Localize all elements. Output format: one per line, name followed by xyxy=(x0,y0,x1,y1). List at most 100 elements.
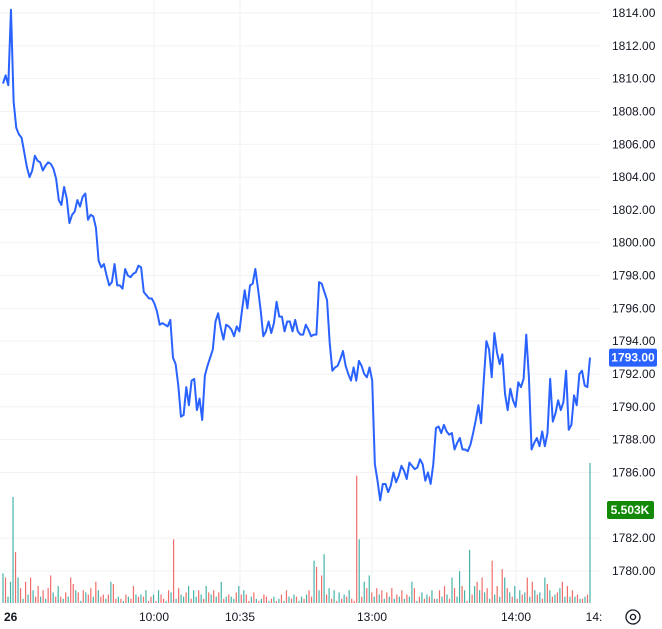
volume-bar xyxy=(494,594,496,603)
volume-bar xyxy=(496,586,498,603)
y-tick-label: 1798.00 xyxy=(612,269,656,283)
volume-bar xyxy=(14,552,17,603)
volume-bar xyxy=(263,594,265,603)
volume-bar xyxy=(2,573,4,603)
volume-bar xyxy=(353,600,355,603)
y-tick-label: 1786.00 xyxy=(612,465,656,479)
volume-bar xyxy=(142,596,145,603)
x-tick-label: 13:00 xyxy=(357,610,387,624)
time-axis[interactable]: 26 10:00 10:35 13:00 14:00 14: xyxy=(4,610,602,624)
volume-bar xyxy=(529,596,531,603)
volume-bar xyxy=(366,588,368,603)
volume-bar xyxy=(446,594,448,603)
volume-bar xyxy=(19,588,22,603)
volume-bar xyxy=(386,592,388,603)
volume-bar xyxy=(140,594,142,603)
volume-bar xyxy=(255,598,257,603)
volume-bar xyxy=(167,590,170,603)
volume-bar xyxy=(243,590,245,603)
volume-bar xyxy=(200,594,202,603)
volume-bar xyxy=(479,590,481,603)
volume-bar xyxy=(150,596,152,603)
volume-bar xyxy=(295,596,298,603)
volume-bar xyxy=(24,581,27,603)
volume-bar xyxy=(72,583,74,603)
volume-bar xyxy=(4,577,7,603)
volume-bar xyxy=(235,592,237,603)
volume-bar xyxy=(443,586,446,603)
volume-bar xyxy=(556,592,558,603)
volume-bar xyxy=(275,600,278,603)
volume-bar xyxy=(436,598,438,603)
volume-bar xyxy=(155,600,157,603)
volume-bar xyxy=(165,600,167,603)
volume-bar xyxy=(358,539,360,603)
volume-bar xyxy=(112,583,114,603)
volume-bar xyxy=(403,598,405,603)
volume-bar xyxy=(423,598,426,603)
volume-bar xyxy=(371,592,373,603)
volume-bar xyxy=(35,596,37,603)
volume-bar xyxy=(313,560,315,603)
volume-bar xyxy=(298,600,300,603)
volume-bar xyxy=(431,590,433,603)
volume-bar xyxy=(115,598,117,603)
volume-bars xyxy=(2,463,591,603)
volume-bar xyxy=(408,596,410,603)
last-volume-badge: 5.503K xyxy=(607,501,654,519)
volume-bar xyxy=(278,598,280,603)
x-tick-label: 14:00 xyxy=(501,610,531,624)
volume-bar xyxy=(75,590,77,603)
volume-bar xyxy=(421,592,423,603)
volume-bar xyxy=(57,586,59,603)
volume-bar xyxy=(356,475,358,603)
volume-bar xyxy=(147,600,150,603)
volume-bar xyxy=(351,598,353,603)
volume-bar xyxy=(157,590,160,603)
volume-bar xyxy=(499,596,501,603)
price-axis[interactable]: 1814.00 1812.00 1810.00 1808.00 1806.00 1804.… xyxy=(612,6,656,578)
volume-bar xyxy=(341,598,343,603)
y-tick-label: 1804.00 xyxy=(612,170,656,184)
volume-bar xyxy=(396,594,398,603)
volume-bar xyxy=(463,590,466,603)
volume-bar xyxy=(411,581,413,603)
volume-bar xyxy=(238,586,240,603)
y-tick-label: 1794.00 xyxy=(612,334,656,348)
settings-gear-icon[interactable] xyxy=(625,609,641,625)
volume-bar xyxy=(481,577,483,603)
volume-bar xyxy=(7,596,9,603)
y-tick-label: 1812.00 xyxy=(612,39,656,53)
volume-bar xyxy=(85,592,87,603)
volume-bar xyxy=(536,594,538,603)
volume-bar xyxy=(29,577,32,603)
volume-bar xyxy=(132,586,135,603)
volume-bar xyxy=(195,596,197,603)
volume-bar xyxy=(268,600,270,603)
volume-bar xyxy=(213,590,215,603)
volume-bar xyxy=(258,600,260,603)
volume-bar xyxy=(551,596,553,603)
volume-bar xyxy=(579,598,581,603)
volume-bar xyxy=(170,592,172,603)
volume-bar xyxy=(125,594,127,603)
volume-bar xyxy=(569,596,571,603)
volume-bar xyxy=(265,596,267,603)
volume-bar xyxy=(451,577,453,603)
volume-bar xyxy=(546,583,548,603)
volume-bar xyxy=(52,592,54,603)
volume-bar xyxy=(82,590,84,603)
volume-bar xyxy=(65,592,67,603)
x-tick-label: 10:35 xyxy=(225,610,255,624)
x-tick-label: 26 xyxy=(4,610,18,624)
volume-bar xyxy=(526,577,528,603)
volume-bar xyxy=(22,598,24,603)
volume-bar xyxy=(489,598,491,603)
price-line xyxy=(2,8,591,502)
volume-bar xyxy=(105,598,107,603)
volume-bar xyxy=(122,600,125,603)
volume-bar xyxy=(426,594,428,603)
volume-bar xyxy=(110,581,112,603)
